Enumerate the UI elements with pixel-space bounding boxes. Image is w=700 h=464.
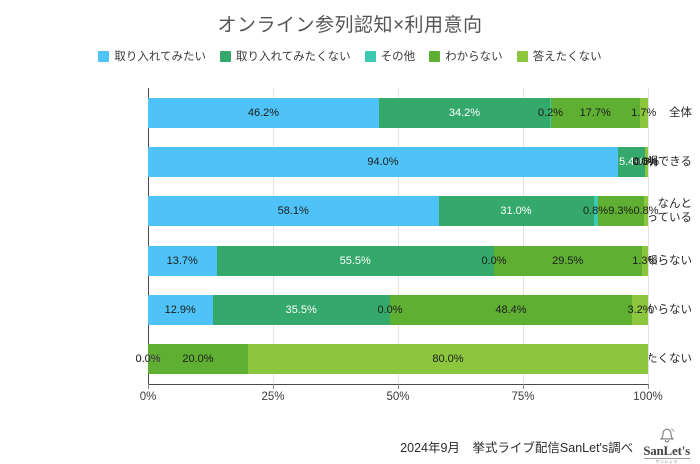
gridlines <box>148 88 649 384</box>
bar-segment[interactable]: 35.5% <box>212 295 390 325</box>
y-axis-label-line: 知らない <box>646 254 692 267</box>
bar-value-label: 12.9% <box>164 304 196 316</box>
gridline-50 <box>398 88 399 384</box>
bar-rows: 46.2% 34.2% 0.2% 17.7% 1.7% 94.0% 5.4% 0.0% 0.0%… <box>135 88 659 384</box>
bar-segment[interactable]: 29.5% <box>494 245 642 276</box>
brand-logo: SanLet's サンレッツ <box>643 428 690 464</box>
brand-subtitle: サンレッツ <box>643 458 690 464</box>
legend-item-0[interactable]: 取り入れてみたい <box>98 48 206 64</box>
x-axis-tick <box>648 384 649 389</box>
bar-segment[interactable]: 80.0% <box>248 344 648 375</box>
bar-row[interactable]: 58.1% 31.0% 0.8% 9.3% 0.8% <box>148 196 659 227</box>
brand-name: SanLet's <box>643 443 690 458</box>
legend-swatch-icon <box>429 50 441 62</box>
bar-segment[interactable]: 48.4% <box>390 295 632 325</box>
bar-value-label: 13.7% <box>166 254 198 267</box>
bar-row[interactable]: 0.0% 0.0% 0.0% 20.0% 80.0% <box>135 344 648 375</box>
bar-segment[interactable]: 34.2% <box>379 97 550 128</box>
bar-segment[interactable]: 0.8% <box>633 196 659 227</box>
chart-footer: 2024年9月 挙式ライブ配信SanLet's調べ SanLet's サンレッツ <box>0 428 700 464</box>
footer-source-note: 2024年9月 挙式ライブ配信SanLet's調べ <box>400 440 634 455</box>
legend-item-4[interactable]: 答えたくない <box>516 48 602 64</box>
bar-value-label: 9.3% <box>608 205 634 218</box>
bar-segment[interactable]: 9.3% <box>597 196 644 227</box>
bar-value-label: 29.5% <box>552 254 584 267</box>
bar-row[interactable]: 13.7% 55.5% 0.0% 29.5% 1.3% <box>148 245 657 276</box>
bar-row[interactable]: 46.2% 34.2% 0.2% 17.7% 1.7% <box>148 97 656 128</box>
y-axis-line <box>148 88 149 384</box>
legend-swatch-icon <box>364 50 376 62</box>
bar-value-label: 80.0% <box>432 353 464 366</box>
x-axis-tick <box>398 384 399 389</box>
gridline-100 <box>648 88 649 384</box>
bar-segment[interactable]: 13.7% <box>148 245 217 276</box>
bar-value-label: 48.4% <box>495 304 527 316</box>
bar-segment[interactable]: 46.2% <box>148 97 379 128</box>
page-title: オンライン参列認知×利用意向 <box>217 15 483 36</box>
legend-item-3[interactable]: わからない <box>429 48 503 64</box>
bar-value-label: 34.2% <box>448 106 481 119</box>
bar-segment[interactable]: 1.7% <box>631 97 656 128</box>
legend-label: わからない <box>445 51 503 63</box>
legend-swatch-icon <box>516 50 528 62</box>
bar-segment[interactable]: 5.4% <box>618 147 645 177</box>
x-axis-tick-label: 100% <box>633 391 663 403</box>
bar-value-label: 5.4% <box>618 156 645 168</box>
bar-segment[interactable]: 20.0% <box>148 344 248 375</box>
bar-segment[interactable]: 1.3% <box>632 245 657 276</box>
bar-segment[interactable]: 31.0% <box>438 196 594 227</box>
legend-swatch-icon <box>220 50 231 62</box>
y-axis-label-3: 知らない <box>552 254 700 268</box>
x-axis-tick-label: 75% <box>511 391 535 403</box>
bar-value-label: 55.5% <box>339 254 371 267</box>
y-axis-label-line: 全体 <box>669 106 692 119</box>
plot-area: 46.2% 34.2% 0.2% 17.7% 1.7% 94.0% 5.4% 0.0% 0.0%… <box>135 88 659 384</box>
bar-value-label: 35.5% <box>285 304 317 316</box>
legend-item-1[interactable]: 取り入れてみたくない <box>220 48 351 64</box>
legend-label: 取り入れてみたい <box>114 51 206 63</box>
x-axis-tick-label: 25% <box>261 391 285 403</box>
x-axis-tick-label: 0% <box>139 391 157 403</box>
bar-row[interactable]: 94.0% 5.4% 0.0% 0.0% 0.6% <box>148 147 659 177</box>
x-axis-tick <box>523 384 524 389</box>
bar-value-label: 17.7% <box>579 106 611 119</box>
bar-value-label: 58.1% <box>277 205 309 218</box>
legend-item-2[interactable]: その他 <box>364 48 416 64</box>
bar-segment[interactable]: 17.7% <box>551 97 640 128</box>
legend-swatch-icon <box>98 50 110 62</box>
gridline-75 <box>523 88 524 384</box>
gridline-25 <box>273 88 274 384</box>
chart-legend: 取り入れてみたい 取り入れてみたくない その他 わからない 答えたくない <box>0 48 700 64</box>
bar-segment[interactable]: 94.0% <box>148 147 618 177</box>
bar-segment[interactable]: 12.9% <box>148 295 213 325</box>
bar-segment[interactable]: 58.1% <box>148 196 439 227</box>
legend-label: 答えたくない <box>532 51 602 63</box>
bar-segment[interactable]: 0.6% <box>634 147 659 177</box>
x-axis-tick <box>148 384 149 389</box>
x-axis-tick <box>273 384 274 389</box>
x-axis-tick-label: 50% <box>386 391 410 403</box>
bell-icon <box>659 428 675 443</box>
bar-value-label: 46.2% <box>247 106 280 119</box>
bar-value-label: 31.0% <box>500 205 532 218</box>
bar-value-label: 94.0% <box>367 156 399 168</box>
y-axis-label-0: 全体 <box>552 106 700 120</box>
bar-segment[interactable]: 3.2% <box>627 295 653 325</box>
bar-value-label: 20.0% <box>182 353 214 366</box>
bar-segment[interactable]: 55.5% <box>216 245 494 276</box>
legend-label: その他 <box>380 51 416 63</box>
bar-row[interactable]: 12.9% 35.5% 0.0% 48.4% 3.2% <box>148 295 653 325</box>
legend-label: 取り入れてみたくない <box>236 51 351 63</box>
